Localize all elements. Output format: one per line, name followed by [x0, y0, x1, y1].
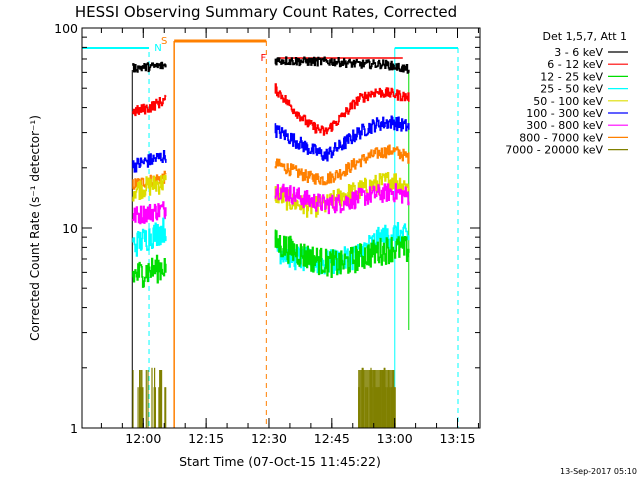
series-line-6to12keV	[274, 83, 410, 136]
legend-label: 25 - 50 keV	[540, 83, 603, 96]
legend-label: 3 - 6 keV	[554, 46, 603, 59]
legend-label: 50 - 100 keV	[533, 95, 603, 108]
series-line-50to100keV	[274, 172, 410, 218]
legend-label: 800 - 7000 keV	[519, 131, 603, 144]
legend-label: 100 - 300 keV	[526, 107, 603, 120]
series-line-300to800keV	[132, 201, 167, 225]
legend-label: 12 - 25 keV	[540, 70, 603, 83]
series-line-12to25keV	[274, 229, 410, 278]
y-tick-label: 100	[54, 21, 78, 36]
series-line-100to300keV	[274, 115, 410, 162]
x-tick-label: 13:00	[377, 431, 413, 446]
x-tick-label: 12:30	[251, 431, 287, 446]
mode-flag-n: N	[154, 43, 161, 54]
y-tick-label: 10	[62, 221, 78, 236]
series-line-25to50keV	[132, 217, 167, 257]
series-line-300to800keV	[274, 183, 410, 215]
spike-block-7000-20000-keV	[360, 369, 393, 428]
x-tick-label: 12:15	[188, 431, 224, 446]
mode-flag-f: F	[260, 53, 266, 64]
series-line-12to25keV	[132, 254, 167, 288]
x-axis-label: Start Time (07-Oct-15 11:45:22)	[179, 454, 381, 469]
series-line-50to100keV	[132, 174, 167, 202]
legend-title: Det 1,5,7, Att 1	[543, 30, 627, 43]
data-layer: NS F	[82, 36, 459, 428]
y-tick-label: 1	[70, 421, 78, 436]
series-line-6to12keV	[132, 94, 167, 117]
series-line-3to6keV	[132, 61, 167, 73]
x-tick-label: 12:00	[125, 431, 161, 446]
legend-label: 300 - 800 keV	[526, 119, 603, 132]
frame-layer: 12:00 12:15 12:30 12:45 13:00 13:15 1 10 100	[54, 21, 481, 446]
footer-timestamp: 13-Sep-2017 05:10	[560, 467, 637, 476]
chart-title: HESSI Observing Summary Count Rates, Cor…	[75, 3, 457, 21]
series-line-800to7000keV	[274, 144, 410, 186]
mode-flag-s: S	[161, 36, 167, 47]
x-tick-label: 13:15	[439, 431, 475, 446]
legend-label: 7000 - 20000 keV	[505, 144, 603, 157]
series-line-3to6keV	[274, 56, 410, 74]
series-line-100to300keV	[132, 150, 167, 173]
legend-label: 6 - 12 keV	[547, 58, 603, 71]
y-axis-label: Corrected Count Rate (s⁻¹ detector⁻¹)	[28, 115, 42, 341]
x-tick-label: 12:45	[314, 431, 350, 446]
